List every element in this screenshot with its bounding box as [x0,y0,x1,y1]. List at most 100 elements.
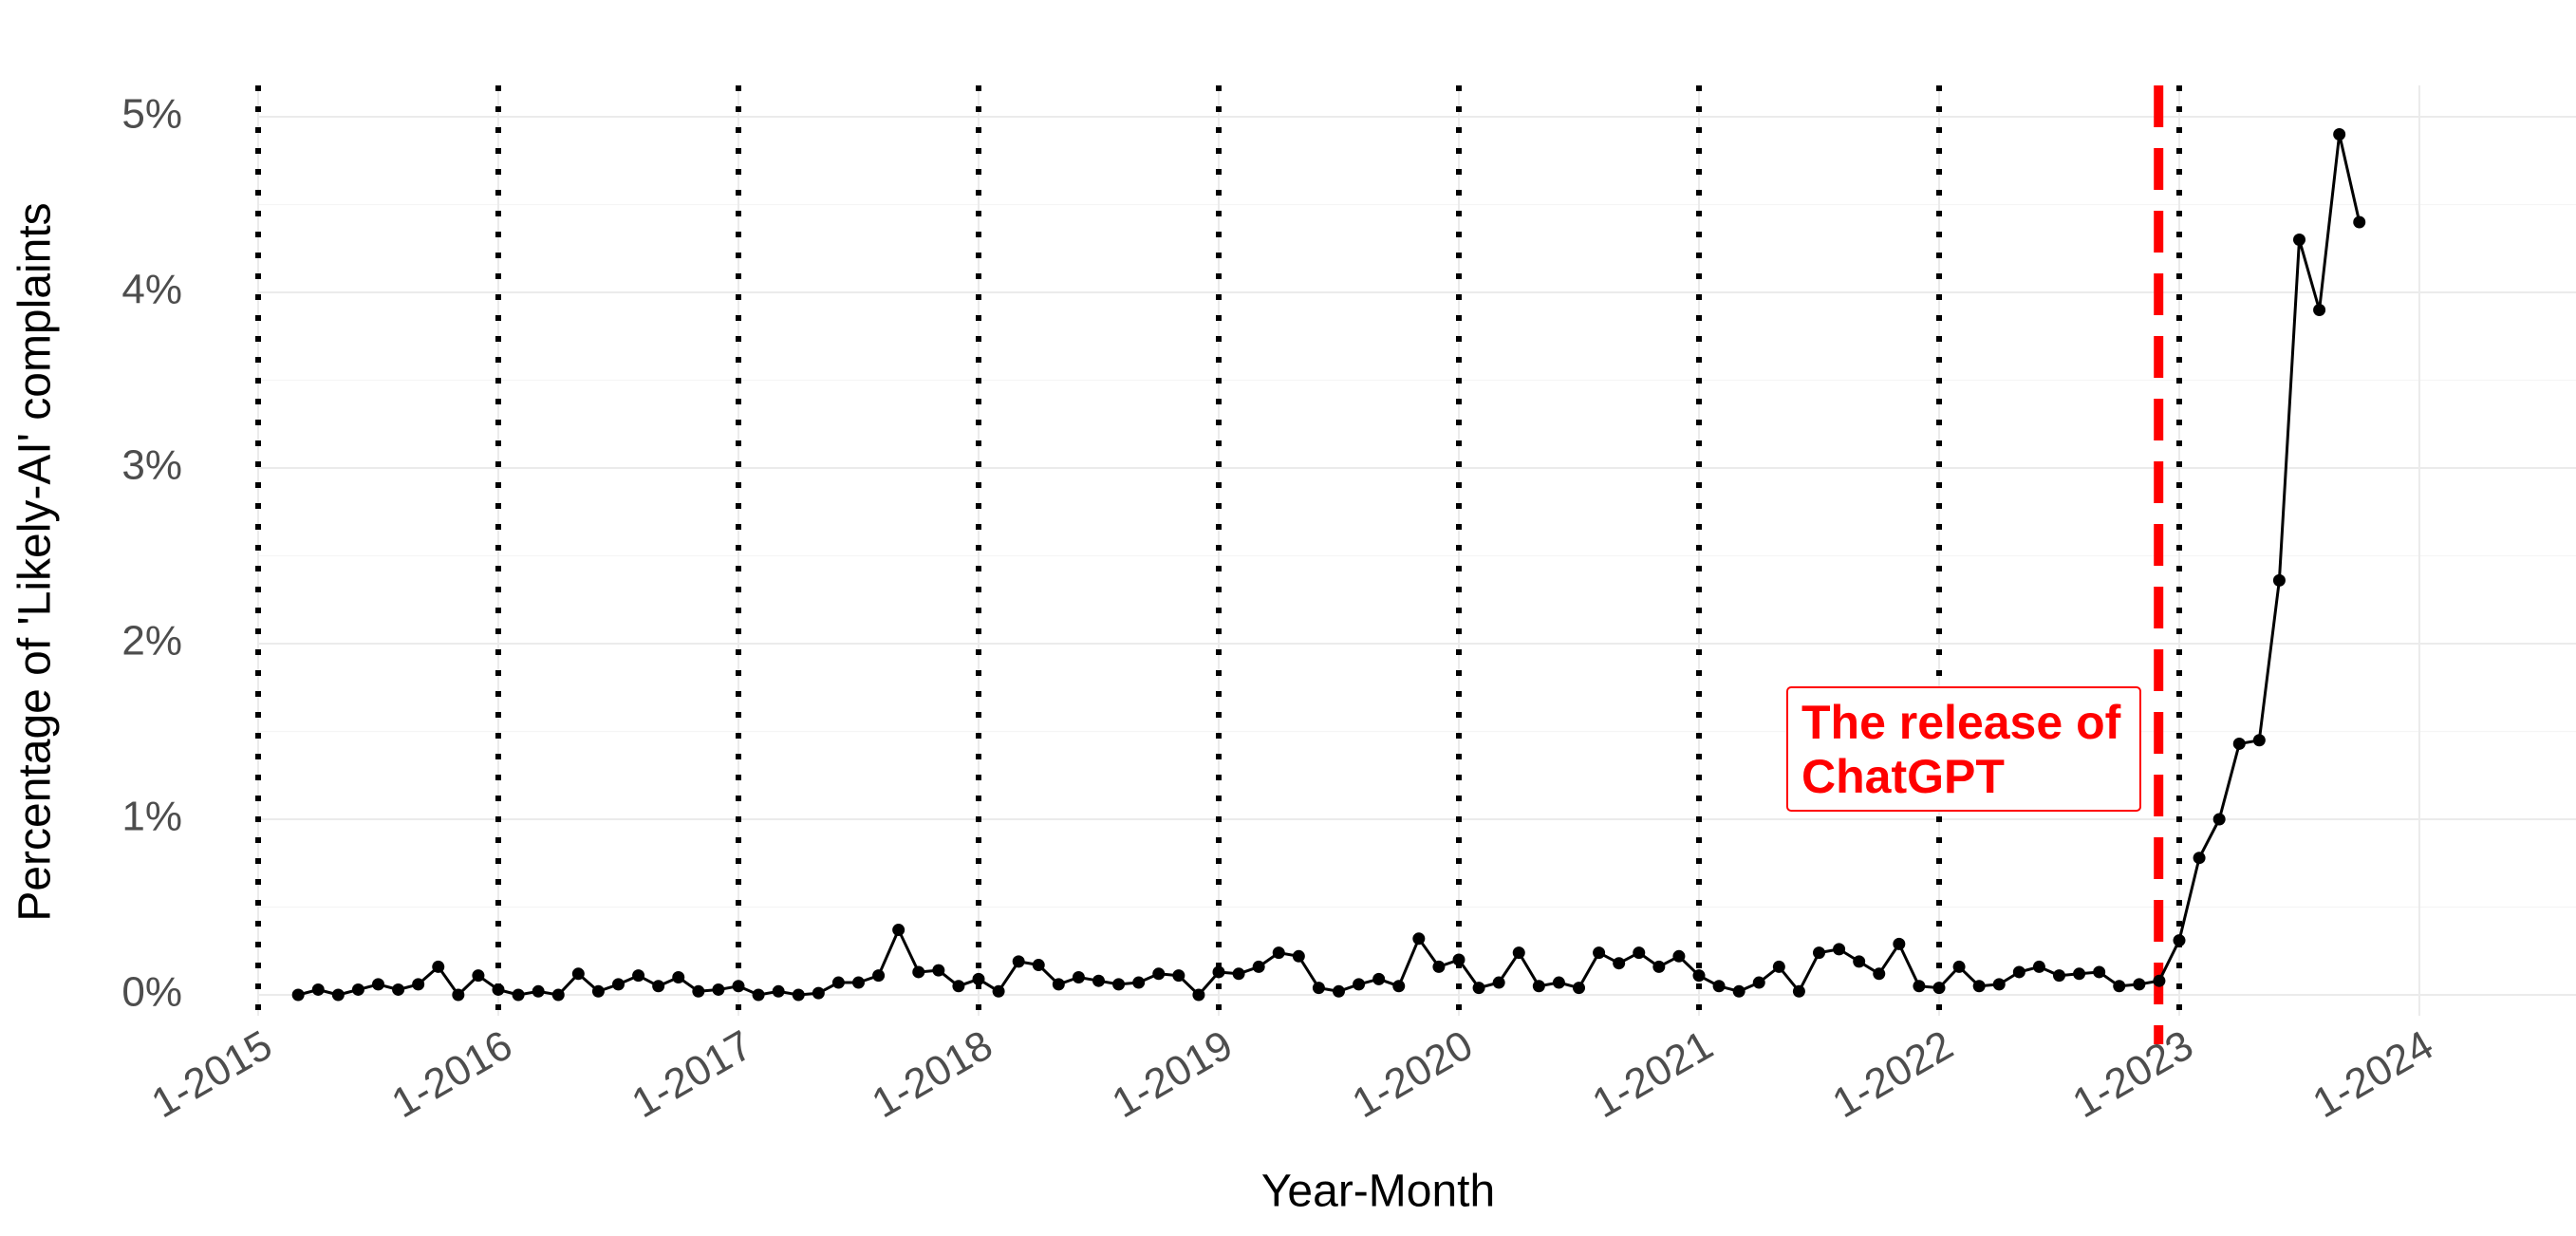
data-point [1913,980,1926,993]
x-tick-label: 1-2019 [1105,1021,1241,1127]
data-point [1532,980,1545,993]
data-point [632,969,645,983]
data-point [1992,978,2006,991]
y-tick-label: 5% [121,91,182,138]
data-point [1372,972,1386,985]
data-point [1633,946,1646,960]
data-point [1732,984,1745,998]
data-point [872,969,886,983]
data-point [432,960,445,973]
data-point [2272,573,2286,587]
data-point [2053,969,2065,983]
x-tick-label: 1-2020 [1345,1021,1481,1127]
data-point [1212,965,1225,979]
data-point [1792,984,1805,998]
data-point [672,971,685,983]
data-point [2353,215,2366,229]
data-point [2073,967,2086,981]
data-point [1893,937,1906,950]
data-point [1092,974,1105,987]
data-point [1932,982,1946,995]
data-point [712,983,725,996]
data-point [532,984,545,998]
data-point [1593,946,1606,960]
data-point [2133,978,2146,991]
data-point [1492,976,1505,989]
x-axis-title: Year-Month [1261,1167,1495,1217]
x-axis-ticks: 1-2015 1-2016 1-2017 1-2018 1-2019 1-2020 1-20… [144,1021,2441,1127]
series-likely-ai [291,128,2366,1002]
data-point [2113,980,2126,993]
data-point [392,983,405,996]
chatgpt-release-annotation: The release of ChatGPT [1786,85,2164,1044]
x-tick-label: 1-2018 [865,1021,1000,1127]
data-point [2012,965,2025,979]
data-point [571,967,585,981]
data-point [2032,960,2045,973]
data-point [1853,955,1866,968]
data-point [1573,982,1585,995]
data-point [472,969,485,983]
annotation-line-2: ChatGPT [1801,750,2005,803]
data-point [1392,980,1406,993]
data-point [311,983,325,996]
data-point [831,976,845,989]
x-tick-label: 1-2017 [625,1021,760,1127]
data-point [1833,943,1846,956]
annotation-box [1786,686,2141,812]
data-point [1152,967,1166,981]
data-point [2153,974,2166,987]
data-point [692,984,705,998]
data-point [1192,988,1205,1002]
data-point [1353,978,1366,991]
data-point [1512,946,1525,960]
data-point [2093,965,2106,979]
data-point [1052,978,1065,991]
data-point [892,924,905,937]
data-point [591,984,605,998]
data-point [2252,734,2266,747]
data-point [1952,960,1966,973]
data-point [952,980,965,993]
data-point [1333,984,1345,998]
data-point [1032,959,1045,972]
data-point [551,988,565,1002]
data-point [1232,967,1245,981]
data-point [2333,128,2346,140]
year-marker-lines [255,85,2182,1014]
data-point [1292,949,1305,963]
data-point [772,984,785,998]
data-point [1813,946,1825,960]
data-point [652,980,665,993]
data-point [972,972,985,985]
y-axis-ticks: 0% 1% 2% 3% 4% 5% [121,91,182,1016]
x-tick-label: 1-2024 [2305,1021,2441,1127]
data-point [1972,980,1986,993]
data-point [992,984,1005,998]
annotation-line-1: The release of [1801,696,2121,749]
data-point [331,988,345,1002]
data-point [752,988,765,1002]
x-tick-label: 1-2022 [1825,1021,1961,1127]
data-point [1452,953,1465,966]
y-tick-label: 2% [121,618,182,665]
data-point [1672,949,1686,963]
x-tick-label: 1-2015 [144,1021,280,1127]
y-tick-label: 0% [121,969,182,1016]
data-point [1252,960,1265,973]
data-point [1772,960,1785,973]
y-tick-label: 1% [121,794,182,840]
data-point [1752,976,1765,989]
data-point [1072,971,1085,983]
data-point [372,978,384,991]
series-line [297,133,2361,997]
data-point [2232,737,2246,750]
data-point [2313,304,2326,316]
data-point [1112,978,1126,991]
x-tick-label: 1-2021 [1585,1021,1721,1127]
data-point [1613,957,1626,970]
data-point [2173,934,2186,947]
data-point [812,986,825,1000]
data-point [792,988,805,1002]
